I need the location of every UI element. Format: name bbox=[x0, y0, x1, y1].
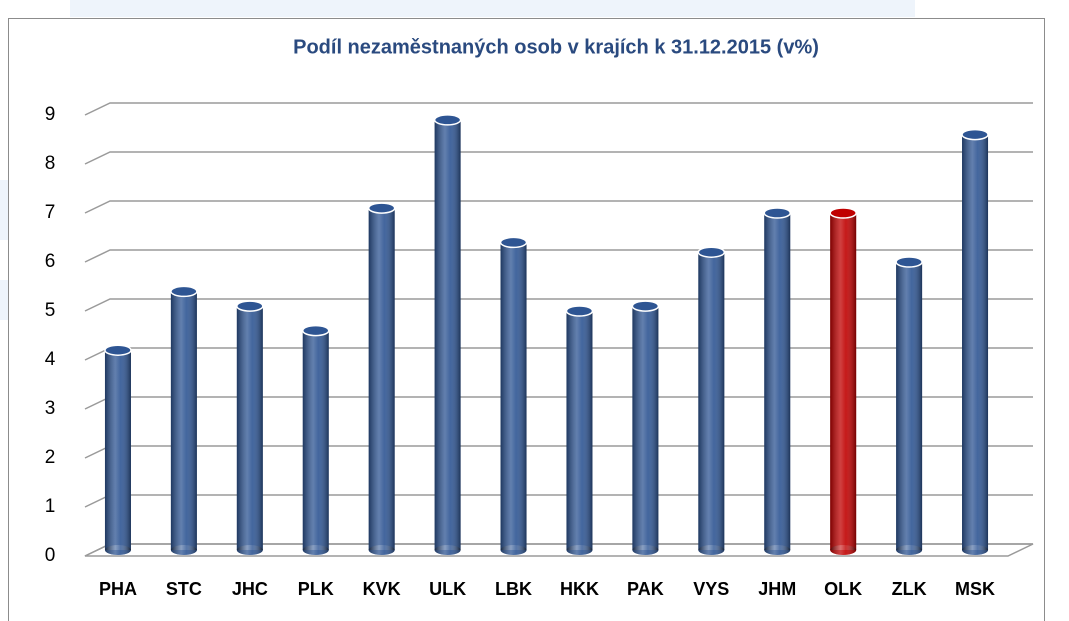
x-tick-label: VYS bbox=[693, 579, 729, 599]
bar-shade bbox=[830, 213, 857, 550]
background-strip bbox=[0, 280, 8, 320]
bar-top bbox=[104, 344, 132, 356]
chart-title: Podíl nezaměstnaných osob v krajích k 31… bbox=[293, 36, 819, 58]
x-tick-label: PHA bbox=[99, 579, 137, 599]
x-tick-label: ZLK bbox=[892, 579, 927, 599]
x-tick-label: ULK bbox=[429, 579, 466, 599]
bar-shade bbox=[896, 262, 923, 550]
x-tick-label: PAK bbox=[627, 579, 664, 599]
bar-top bbox=[763, 207, 791, 219]
x-tick-label: MSK bbox=[955, 579, 995, 599]
bar-shade bbox=[632, 306, 659, 550]
grid-line bbox=[84, 151, 1033, 165]
y-tick-label: 2 bbox=[45, 447, 56, 468]
bar-top bbox=[961, 128, 989, 141]
x-tick-label: LBK bbox=[495, 579, 532, 599]
background-strip bbox=[70, 0, 915, 17]
x-tick-label: PLK bbox=[298, 579, 334, 599]
bar-top bbox=[499, 236, 528, 249]
bar-top bbox=[895, 256, 923, 268]
y-tick-label: 9 bbox=[45, 104, 56, 125]
bar-shade bbox=[962, 134, 989, 550]
bar-shade bbox=[104, 350, 131, 550]
x-tick-label: JHM bbox=[758, 579, 796, 599]
bar-top bbox=[829, 207, 857, 219]
y-tick-label: 7 bbox=[45, 202, 56, 223]
bar-top bbox=[631, 300, 660, 312]
y-tick-label: 5 bbox=[45, 300, 56, 321]
y-tick-label: 6 bbox=[45, 251, 56, 272]
bar-shade bbox=[302, 330, 329, 550]
bar-shade bbox=[434, 119, 461, 551]
x-tick-label: STC bbox=[166, 579, 202, 599]
bar-shade bbox=[170, 291, 197, 550]
bar-shade bbox=[500, 242, 527, 550]
x-tick-label: JHC bbox=[232, 579, 268, 599]
grid-line bbox=[84, 102, 1033, 116]
bar-top bbox=[302, 324, 330, 337]
y-tick-label: 8 bbox=[45, 153, 56, 174]
y-tick-label: 4 bbox=[45, 349, 56, 370]
bar-top bbox=[236, 300, 264, 312]
bar-top bbox=[170, 285, 198, 298]
y-tick-label: 1 bbox=[45, 496, 56, 517]
x-tick-label: OLK bbox=[824, 579, 862, 599]
bar-shade bbox=[764, 213, 791, 550]
bar-top bbox=[697, 246, 726, 258]
y-tick-label: 3 bbox=[45, 398, 56, 419]
background-strip bbox=[0, 180, 8, 240]
bar-shade bbox=[368, 208, 395, 550]
bar-top bbox=[367, 202, 396, 214]
bar-top bbox=[433, 114, 462, 126]
x-tick-label: HKK bbox=[560, 579, 599, 599]
bar-shade bbox=[566, 311, 593, 550]
bar-shade bbox=[698, 252, 725, 550]
floor bbox=[84, 543, 1034, 557]
grid-line bbox=[84, 298, 1033, 312]
bar-shade bbox=[236, 306, 263, 550]
y-tick-label: 0 bbox=[45, 545, 56, 566]
grid-line bbox=[84, 200, 1033, 214]
grid-line bbox=[84, 249, 1033, 263]
x-tick-label: KVK bbox=[363, 579, 401, 599]
bar-top bbox=[565, 305, 594, 317]
